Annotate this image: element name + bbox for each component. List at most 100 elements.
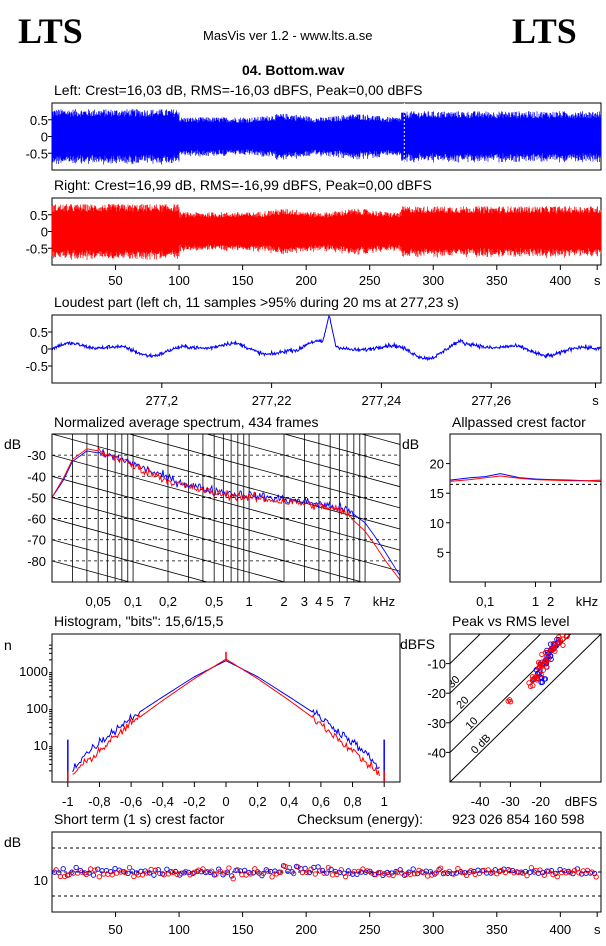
short-term-crest-point-right (122, 869, 128, 876)
short-term-crest-ytick-label: 10 (34, 873, 48, 888)
histogram-xtick-label: 0,6 (312, 794, 330, 809)
short-term-crest-point-left (151, 872, 157, 878)
spectrum-plot (52, 434, 400, 783)
spectrum-slope-line (52, 560, 131, 582)
right-waveform-xtick-label: s (594, 273, 601, 288)
spectrum-ytick-label: -60 (27, 512, 46, 527)
peak-vs-rms-point-right (530, 677, 536, 683)
short-term-crest-point-right (329, 872, 336, 878)
histogram-ytick-label: 10 (34, 738, 48, 753)
spectrum-slope-line (52, 539, 209, 582)
peak-vs-rms-point-right (529, 674, 536, 680)
short-term-crest-point-right (589, 869, 595, 875)
short-term-crest-point-right (520, 870, 526, 876)
short-crest-title: Short term (1 s) crest factor (54, 811, 225, 827)
spectrum-slope-line (52, 624, 400, 719)
loudest-part-signal (51, 314, 602, 361)
spectrum-slope-line (52, 454, 400, 551)
short-term-crest-point-left (328, 866, 334, 872)
short-term-crest-point-right (226, 865, 232, 871)
right-waveform-ytick-label: 0.5 (30, 208, 48, 223)
left-waveform-signal (51, 109, 602, 165)
spectrum-ytick-label: -80 (27, 554, 46, 569)
logo-right: LTS (512, 11, 577, 51)
short-term-crest-point-left (453, 870, 460, 876)
right-waveform-title: Right: Crest=16,99 dB, RMS=-16,99 dBFS, … (54, 177, 432, 193)
short-term-crest-xtick-label: 50 (108, 922, 122, 937)
allpassed-ylabel: dB (402, 436, 420, 452)
short-term-crest-point-right (187, 872, 193, 878)
short-term-crest-point-right (183, 868, 189, 875)
short-term-crest-point-right (126, 864, 133, 871)
short-term-crest-xtick-label: 250 (359, 922, 381, 937)
right-waveform-ytick-label: -0.5 (26, 241, 48, 256)
short-term-crest-point-right (53, 867, 59, 873)
spectrum-slope-line (52, 475, 400, 572)
short-term-crest-point-right (243, 872, 249, 878)
short-term-crest-point-right (191, 869, 197, 875)
short-term-crest-point-right (247, 871, 254, 877)
short-term-crest-point-right (286, 865, 293, 871)
histogram-ytick-label: 1000 (19, 664, 48, 679)
short-term-crest-point-right (221, 870, 228, 876)
short-term-crest-point-right (325, 865, 331, 871)
short-term-crest-point-right (502, 869, 509, 876)
spectrum-slope-line (282, 434, 400, 466)
spectrum-ytick-label: -50 (27, 490, 46, 505)
short-term-crest-point-right (316, 868, 323, 874)
spectrum-ytick-label: -30 (27, 448, 46, 463)
short-term-crest-xtick-label: 400 (549, 922, 571, 937)
short-term-crest-point-right (554, 873, 560, 880)
peak-vs-rms-point-right (560, 642, 566, 648)
short-term-crest-point-right (217, 868, 223, 874)
allpassed-crest-xtick-label: 1 (532, 594, 539, 609)
short-term-crest-point-right (463, 872, 470, 879)
short-term-crest-point-right (476, 870, 483, 876)
app-title: MasVis ver 1.2 - www.lts.a.se (203, 28, 373, 43)
spectrum-xtick-label: 0,5 (205, 594, 223, 609)
allpassed-crest-ytick-label: 10 (430, 516, 444, 531)
short-term-crest-point-right (113, 870, 120, 876)
short-term-crest-point-right (567, 869, 573, 876)
short-term-crest-point-right (485, 867, 491, 873)
histogram-xtick-label: -0,8 (88, 794, 110, 809)
histogram-ylabel: n (4, 637, 12, 653)
left-waveform-ytick-label: -0.5 (26, 146, 48, 161)
short-term-crest-point-right (550, 871, 556, 878)
short-term-crest-point-right (213, 871, 219, 877)
short-term-crest-point-right (433, 870, 439, 876)
spectrum-slope-line (52, 688, 400, 783)
spectrum-slope-line (127, 434, 400, 509)
short-term-crest-point-left (410, 866, 416, 872)
short-term-crest-point-right (92, 867, 98, 873)
short-term-crest-point-right (131, 873, 137, 880)
spectrum-xtick-label: 0,05 (86, 594, 111, 609)
short-term-crest-point-right (139, 872, 146, 878)
short-term-crest-point-right (593, 874, 599, 880)
peak-vs-rms-crest-line (450, 634, 542, 724)
peak-vs-rms-point-right (545, 655, 552, 662)
spectrum-xtick-label: 2 (280, 594, 287, 609)
allpassed-crest-series-left (449, 473, 602, 482)
right-waveform-xtick-label: 50 (108, 273, 122, 288)
peak-vs-rms-point-right (538, 662, 544, 669)
loudest-part-xtick-label: s (592, 393, 599, 408)
short-term-crest-point-right (230, 876, 236, 882)
short-term-crest-point-right (208, 868, 215, 874)
peak-rms-title: Peak vs RMS level (452, 613, 570, 629)
histogram-xtick-label: -1 (62, 794, 74, 809)
peak-vs-rms-point-right (540, 667, 546, 673)
allpassed-crest-xtick-label: 2 (547, 594, 554, 609)
short-term-crest-point-right (437, 865, 444, 871)
right-waveform-xtick-label: 300 (422, 273, 444, 288)
short-term-crest-point-left (164, 866, 170, 872)
spectrum-series-right (52, 447, 400, 581)
allpassed-crest-frame (449, 433, 602, 583)
short-term-crest-xtick-label: s (594, 922, 601, 937)
short-term-crest-point-right (364, 868, 370, 874)
spectrum-xtick-label: 3 (301, 594, 308, 609)
allpassed-crest-xlabel: kHz (576, 594, 598, 609)
peak-vs-rms-point-right (550, 641, 557, 647)
short-term-crest-point-right (152, 867, 159, 873)
peak-vs-rms-point-right (505, 698, 511, 704)
